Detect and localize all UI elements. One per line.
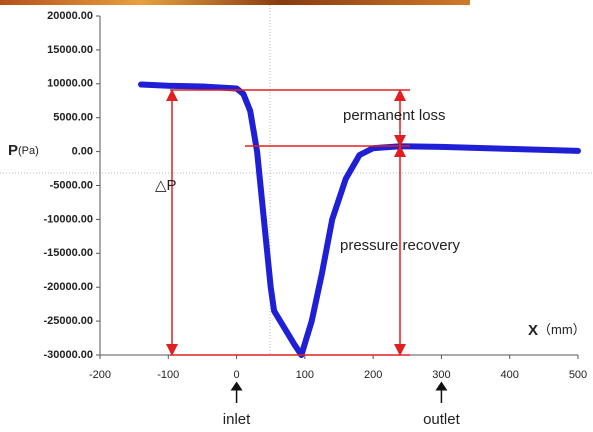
annotation: △P: [155, 177, 177, 194]
plot: -30000.00-25000.00-20000.00-15000.00-100…: [43, 10, 587, 428]
x-tick-label: -200: [89, 369, 111, 381]
x-tick-label: 400: [501, 369, 519, 381]
y-tick-label: -15000.00: [43, 247, 93, 259]
y-tick-label: 10000.00: [47, 78, 93, 90]
y-axis-label: P(Pa): [8, 142, 39, 159]
y-tick-label: -25000.00: [43, 315, 93, 327]
y-tick-label: -30000.00: [43, 349, 93, 361]
x-tick-label: 100: [296, 369, 314, 381]
x-axis-label: X（mm）: [528, 322, 586, 339]
y-tick-label: -5000.00: [50, 179, 93, 191]
y-tick-label: -10000.00: [43, 213, 93, 225]
x-tick-label: 0: [234, 369, 240, 381]
y-tick-label: 5000.00: [53, 112, 93, 124]
marker-label: outlet: [423, 411, 461, 428]
header-strip: [0, 0, 470, 5]
x-tick-label: -100: [157, 369, 179, 381]
y-tick-label: 15000.00: [47, 44, 93, 56]
y-tick-label: -20000.00: [43, 281, 93, 293]
x-tick-label: 300: [432, 369, 450, 381]
annotation: pressure recovery: [340, 237, 461, 254]
data-line: [138, 81, 581, 358]
marker-label: inlet: [223, 411, 251, 428]
x-tick-label: 200: [364, 369, 382, 381]
x-tick-label: 500: [569, 369, 587, 381]
annotation-lines: [166, 89, 410, 356]
y-tick-label: 0.00: [72, 146, 93, 158]
y-tick-label: 20000.00: [47, 10, 93, 22]
annotation: permanent loss: [343, 107, 446, 124]
